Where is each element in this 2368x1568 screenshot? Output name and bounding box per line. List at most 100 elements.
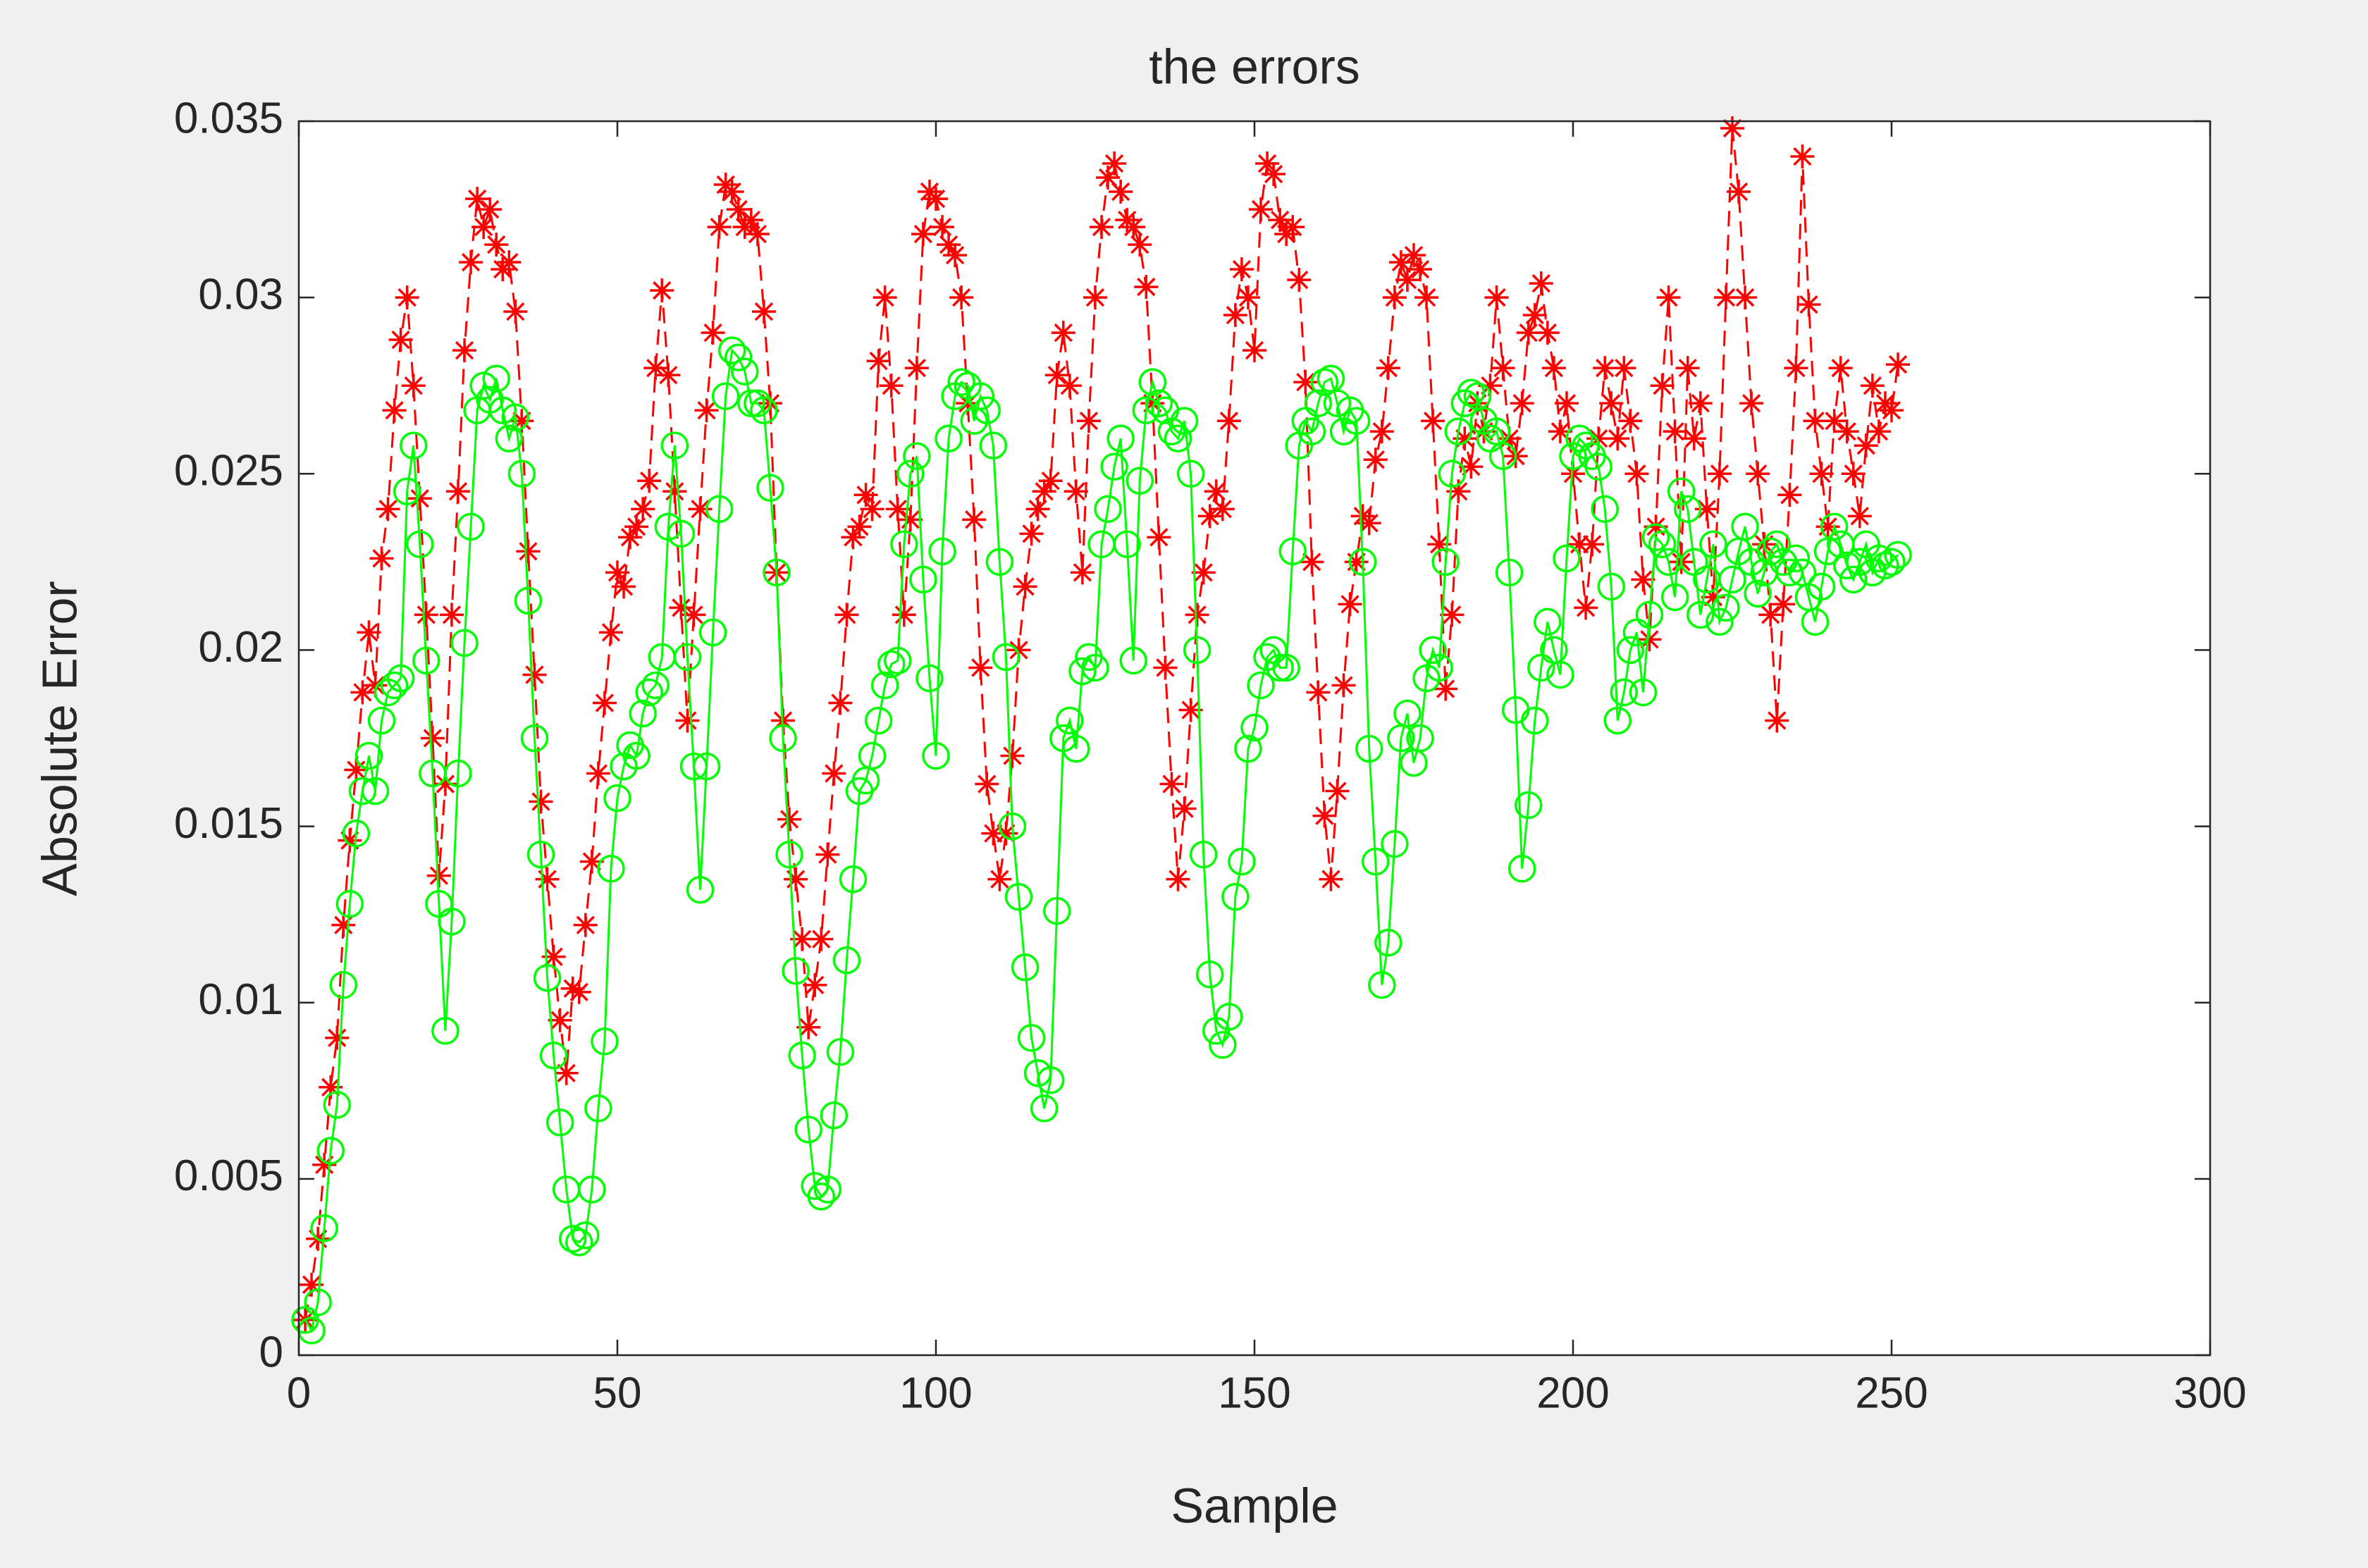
marker: [826, 1038, 855, 1066]
marker: [1183, 636, 1211, 665]
series: [291, 336, 1912, 1345]
marker: [870, 671, 899, 700]
marker: [853, 483, 878, 507]
marker: [325, 1025, 350, 1050]
marker: [401, 374, 426, 398]
marker: [1172, 796, 1197, 821]
marker: [860, 497, 884, 521]
marker: [1106, 424, 1135, 453]
marker: [1235, 285, 1260, 310]
marker: [1051, 321, 1075, 345]
marker: [739, 208, 763, 233]
marker: [890, 530, 918, 559]
x-tick-label: 100: [899, 1369, 972, 1417]
marker: [782, 956, 810, 985]
marker: [1682, 426, 1706, 451]
marker: [444, 759, 472, 788]
marker: [344, 758, 369, 782]
marker: [452, 338, 477, 363]
marker: [1240, 713, 1269, 742]
marker: [839, 865, 868, 894]
marker: [1209, 1030, 1237, 1059]
marker: [903, 442, 931, 471]
marker: [323, 1091, 351, 1119]
marker: [558, 1225, 587, 1253]
marker: [1076, 409, 1101, 433]
marker: [1210, 497, 1235, 521]
marker: [597, 854, 625, 883]
marker: [1310, 368, 1339, 396]
marker: [1019, 521, 1044, 546]
marker: [1388, 250, 1413, 275]
marker: [828, 691, 853, 715]
marker: [1440, 603, 1464, 627]
marker: [1325, 779, 1350, 803]
marker: [1406, 724, 1434, 753]
marker: [310, 1214, 338, 1242]
marker: [994, 821, 1018, 846]
marker: [763, 558, 791, 587]
marker: [1312, 803, 1337, 828]
marker: [573, 913, 598, 937]
marker: [548, 1008, 572, 1032]
marker: [807, 1183, 836, 1211]
marker: [1094, 495, 1122, 524]
marker: [1083, 285, 1107, 310]
marker: [1070, 560, 1094, 585]
marker: [395, 285, 419, 310]
marker: [319, 1075, 343, 1099]
marker: [1591, 495, 1619, 524]
y-tick-label: 0: [259, 1328, 283, 1376]
marker: [1597, 572, 1625, 601]
marker: [1765, 708, 1789, 733]
marker: [675, 708, 700, 733]
marker: [731, 357, 759, 385]
marker: [1453, 426, 1477, 451]
marker: [354, 741, 383, 770]
marker: [459, 250, 483, 275]
marker: [592, 691, 617, 715]
marker: [998, 812, 1027, 841]
marker: [1561, 462, 1585, 486]
marker: [1170, 407, 1199, 435]
marker: [1884, 541, 1912, 569]
marker: [775, 840, 803, 869]
marker: [1191, 560, 1216, 585]
marker: [1281, 215, 1305, 240]
marker: [1832, 551, 1861, 580]
marker: [701, 321, 725, 345]
marker: [1803, 409, 1827, 433]
marker: [822, 761, 846, 786]
marker: [1586, 426, 1611, 451]
marker: [809, 927, 834, 951]
marker: [1096, 166, 1121, 190]
marker: [1062, 734, 1090, 763]
marker: [1624, 462, 1649, 486]
marker: [667, 519, 696, 548]
marker: [393, 477, 421, 506]
marker: [554, 1061, 579, 1085]
marker: [520, 724, 549, 753]
marker: [439, 603, 464, 627]
marker: [482, 364, 510, 393]
marker: [1712, 593, 1740, 622]
marker: [1287, 268, 1312, 292]
marker: [637, 469, 662, 493]
marker: [1771, 592, 1796, 617]
marker: [510, 409, 534, 433]
marker: [1847, 504, 1872, 529]
marker: [1660, 583, 1689, 612]
marker: [1393, 699, 1422, 728]
marker: [737, 389, 765, 417]
marker: [750, 396, 778, 424]
marker: [1580, 532, 1605, 557]
marker: [803, 973, 827, 997]
marker: [1820, 512, 1849, 541]
marker: [928, 537, 956, 566]
marker: [516, 539, 541, 564]
marker: [1510, 391, 1534, 416]
marker: [813, 1175, 842, 1204]
marker: [533, 963, 562, 992]
marker: [911, 222, 935, 247]
marker: [1478, 374, 1503, 398]
